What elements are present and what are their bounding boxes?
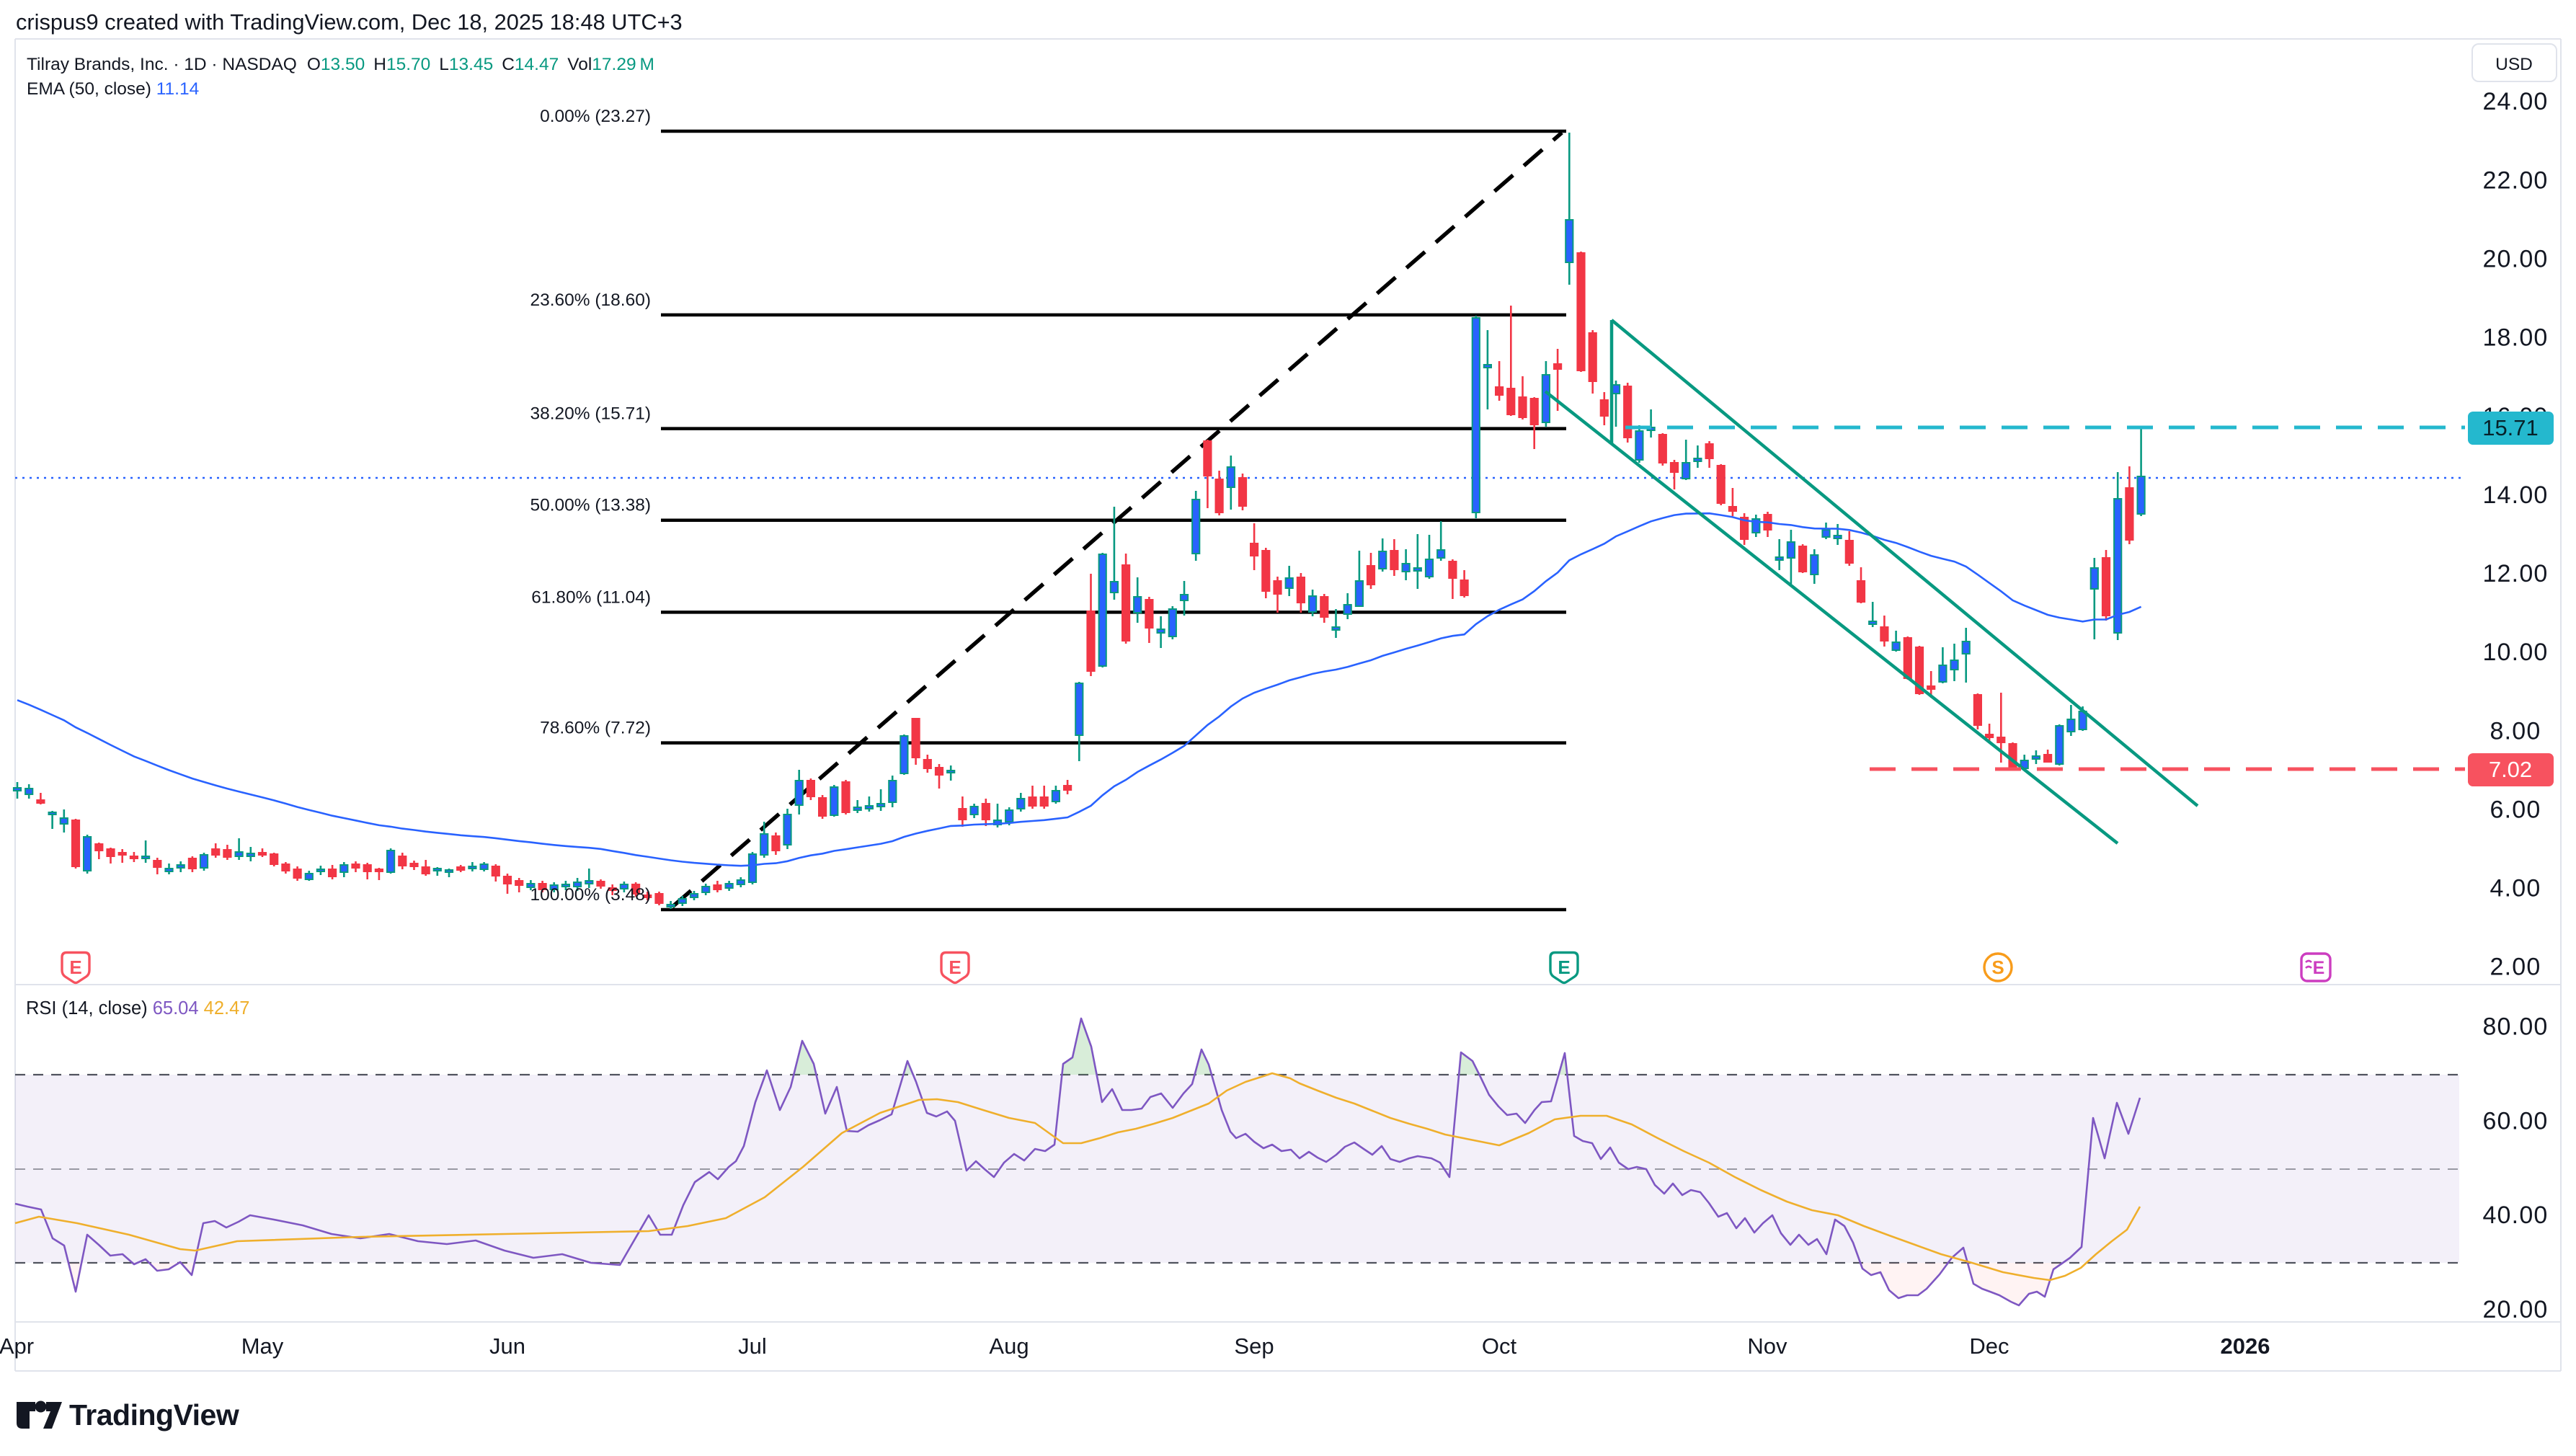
svg-text:12.00: 12.00 [2482, 560, 2548, 587]
svg-text:Oct: Oct [1482, 1333, 1517, 1359]
svg-text:80.00: 80.00 [2482, 1013, 2548, 1041]
svg-text:18.00: 18.00 [2482, 324, 2548, 352]
svg-text:38.20% (15.71): 38.20% (15.71) [530, 404, 651, 424]
svg-text:100.00% (3.48): 100.00% (3.48) [530, 885, 651, 905]
svg-text:Aug: Aug [989, 1333, 1029, 1359]
svg-text:EMA (50, close) 11.14: EMA (50, close) 11.14 [27, 79, 199, 99]
svg-text:20.00: 20.00 [2482, 246, 2548, 273]
svg-text:2.00: 2.00 [2490, 954, 2541, 981]
svg-text:E: E [2313, 958, 2325, 978]
svg-text:14.00: 14.00 [2482, 481, 2548, 509]
svg-text:23.60% (18.60): 23.60% (18.60) [530, 290, 651, 310]
svg-text:6.00: 6.00 [2490, 796, 2541, 824]
svg-text:RSI (14, close) 65.04 42.47: RSI (14, close) 65.04 42.47 [26, 998, 249, 1018]
svg-text:Jul: Jul [738, 1333, 767, 1359]
svg-text:22.00: 22.00 [2482, 167, 2548, 194]
svg-text:crispus9 created with TradingV: crispus9 created with TradingView.com, D… [16, 9, 683, 35]
svg-text:TradingView: TradingView [69, 1398, 239, 1431]
svg-text:50.00% (13.38): 50.00% (13.38) [530, 496, 651, 515]
svg-text:E: E [69, 956, 81, 978]
svg-text:4.00: 4.00 [2490, 875, 2541, 902]
svg-text:60.00: 60.00 [2482, 1107, 2548, 1135]
svg-text:E: E [1558, 956, 1570, 978]
svg-text:2026: 2026 [2221, 1333, 2270, 1359]
svg-text:20.00: 20.00 [2482, 1296, 2548, 1323]
svg-text:USD: USD [2495, 55, 2533, 74]
svg-text:10.00: 10.00 [2482, 639, 2548, 666]
svg-text:24.00: 24.00 [2482, 88, 2548, 115]
svg-text:Jun: Jun [489, 1333, 525, 1359]
svg-text:Tilray Brands, Inc. · 1D · NAS: Tilray Brands, Inc. · 1D · NASDAQ O13.50 H… [27, 55, 654, 74]
svg-text:Dec: Dec [1969, 1333, 2009, 1359]
svg-text:8.00: 8.00 [2490, 717, 2541, 745]
svg-text:E: E [949, 956, 961, 978]
svg-text:0.00% (23.27): 0.00% (23.27) [540, 107, 651, 126]
svg-text:15.71: 15.71 [2482, 415, 2539, 440]
svg-text:Apr: Apr [0, 1333, 34, 1359]
svg-text:Nov: Nov [1747, 1333, 1787, 1359]
svg-text:7.02: 7.02 [2489, 757, 2532, 782]
svg-text:Sep: Sep [1234, 1333, 1274, 1359]
svg-text:S: S [1991, 956, 2004, 978]
svg-text:40.00: 40.00 [2482, 1202, 2548, 1229]
svg-text:78.60% (7.72): 78.60% (7.72) [540, 719, 651, 738]
svg-text:May: May [241, 1333, 284, 1359]
svg-text:61.80% (11.04): 61.80% (11.04) [531, 587, 651, 607]
